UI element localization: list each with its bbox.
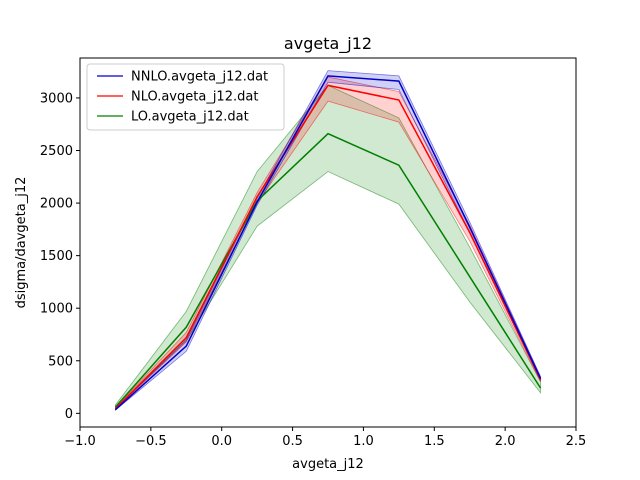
y-tick-label: 3000 <box>40 91 73 106</box>
x-tick-label: 1.5 <box>424 434 445 449</box>
line-nlo <box>114 84 542 410</box>
legend-label-nlo: NLO.avgeta_j12.dat <box>131 90 258 105</box>
y-tick-label: 1000 <box>40 302 73 317</box>
legend-label-lo: LO.avgeta_j12.dat <box>131 110 249 125</box>
x-tick-label: 0.0 <box>211 434 232 449</box>
line-lo <box>114 132 542 408</box>
y-tick-label: 1500 <box>40 249 73 264</box>
plot-area-frame <box>79 57 577 428</box>
y-tick-label: 0 <box>65 407 73 422</box>
x-tick-label: 2.5 <box>566 434 587 449</box>
x-tick-label: −1.0 <box>64 434 96 449</box>
legend-box <box>86 63 285 131</box>
y-tick-label: 500 <box>48 354 73 369</box>
legend-label-nnlo: NNLO.avgeta_j12.dat <box>131 70 268 85</box>
y-tick-label: 2000 <box>40 197 73 212</box>
x-tick-label: 0.5 <box>282 434 303 449</box>
y-tick-label: 2500 <box>40 144 73 159</box>
line-nnlo <box>114 75 542 411</box>
x-tick-label: −0.5 <box>135 434 167 449</box>
x-tick-label: 1.0 <box>353 434 374 449</box>
series-lines <box>114 75 542 411</box>
x-axis-title: avgeta_j12 <box>292 457 364 472</box>
y-axis-title: dsigma/davgeta_j12 <box>14 177 29 309</box>
y-axis: 0 500 1000 1500 2000 2500 3000 <box>40 91 80 422</box>
x-tick-label: 2.0 <box>495 434 516 449</box>
x-axis: −1.0 −0.5 0.0 0.5 1.0 1.5 2.0 2.5 <box>64 427 586 449</box>
band-nlo <box>115 76 541 411</box>
legend: NNLO.avgeta_j12.dat NLO.avgeta_j12.dat LO.… <box>86 63 285 131</box>
chart-title: avgeta_j12 <box>284 34 372 54</box>
